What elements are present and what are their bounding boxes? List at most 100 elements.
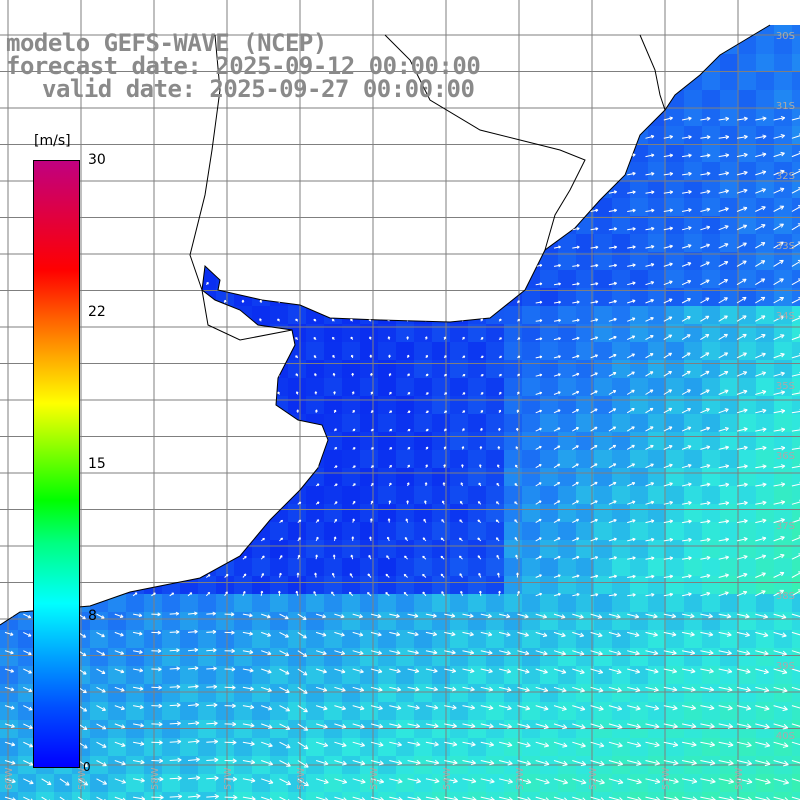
wind-arrow (626, 353, 635, 359)
wind-arrow (206, 666, 217, 671)
wind-arrow (4, 723, 15, 728)
wind-arrow (608, 650, 622, 656)
coastline-layer (0, 24, 771, 626)
wind-arrow (736, 445, 748, 451)
wind-arrow (572, 282, 580, 286)
wind-arrow (297, 135, 301, 139)
wind-arrow (590, 336, 599, 341)
wind-arrow (352, 796, 366, 800)
wind-arrow (718, 243, 729, 249)
wind-arrow (151, 245, 154, 249)
wind-arrow (370, 447, 374, 450)
wind-arrow (349, 573, 354, 578)
wind-arrow (331, 572, 335, 578)
wind-arrow (334, 705, 346, 711)
wind-arrow (572, 134, 580, 139)
wind-arrow (369, 226, 372, 230)
wind-arrow (791, 278, 800, 286)
wind-arrow (131, 190, 134, 194)
wind-arrow (498, 613, 511, 619)
wind-arrow (462, 373, 466, 377)
wind-arrow (627, 190, 636, 194)
wind-arrow (718, 207, 729, 212)
wind-arrow (553, 555, 561, 560)
wind-arrow (334, 741, 347, 748)
wind-arrow (167, 372, 171, 377)
wind-arrow (443, 428, 447, 432)
wind-arrow (682, 723, 697, 729)
wind-arrow (169, 282, 173, 286)
wind-arrow (112, 117, 116, 121)
wind-arrow (168, 500, 172, 505)
wind-arrow (114, 686, 125, 692)
wind-arrow (388, 500, 392, 505)
wind-arrow (149, 500, 153, 505)
wind-arrow (352, 447, 356, 450)
wind-arrow (791, 205, 800, 212)
wind-arrow (407, 153, 410, 157)
wind-arrow (663, 298, 673, 304)
wind-arrow (462, 759, 476, 766)
wind-arrow (204, 135, 207, 139)
wind-arrow (204, 464, 208, 468)
wind-arrow (478, 263, 482, 267)
wind-arrow (736, 705, 752, 711)
wind-arrow (206, 574, 211, 578)
wind-arrow (755, 242, 766, 249)
wind-arrow (114, 554, 117, 560)
wind-arrow (590, 354, 598, 359)
wind-arrow (553, 650, 566, 656)
wind-arrow (352, 668, 364, 674)
wind-arrow (663, 759, 679, 766)
wind-arrow (350, 282, 354, 286)
wind-arrow (553, 500, 561, 505)
wind-arrow (627, 317, 636, 322)
wind-arrow (167, 171, 171, 176)
wind-arrow (113, 409, 116, 413)
wind-arrow (514, 172, 518, 176)
wind-arrow (407, 686, 420, 692)
wind-arrow (479, 281, 483, 285)
wind-arrow (407, 705, 420, 710)
wind-arrow (718, 613, 732, 619)
wind-arrow (295, 300, 299, 304)
wind-arrow (535, 208, 542, 212)
wind-arrow (572, 705, 586, 711)
wind-arrow (279, 227, 283, 231)
wind-arrow (496, 482, 500, 487)
wind-arrow (515, 116, 519, 121)
wind-arrow (462, 650, 475, 655)
wind-arrow (132, 354, 135, 359)
wind-arrow (370, 650, 382, 655)
latitude-label: 38S (776, 591, 795, 602)
wind-arrow (96, 355, 100, 359)
wind-arrow (572, 245, 580, 249)
wind-arrow (535, 373, 543, 377)
wind-arrow (608, 227, 618, 231)
wind-arrow (517, 318, 521, 322)
wind-arrow (260, 573, 264, 578)
wind-arrow (718, 778, 734, 785)
wind-arrow (20, 227, 24, 231)
wind-arrow (388, 189, 391, 194)
wind-arrow (700, 537, 711, 542)
wind-arrow (21, 171, 24, 176)
wind-arrow (331, 591, 335, 597)
wind-arrow (187, 537, 192, 542)
wind-arrow (96, 650, 106, 656)
wind-arrow (352, 154, 356, 158)
wind-arrow (590, 444, 598, 450)
wind-arrow (296, 409, 300, 413)
wind-arrow (333, 536, 337, 542)
wind-arrow (498, 705, 512, 711)
wind-arrow (590, 723, 604, 730)
wind-arrow (572, 408, 580, 414)
wind-arrow (259, 427, 263, 432)
wind-arrow (645, 537, 655, 542)
wind-arrow (151, 612, 161, 617)
wind-arrow (295, 373, 299, 377)
wind-arrow (498, 299, 502, 304)
wind-arrow (389, 447, 393, 450)
wind-arrow (700, 613, 713, 619)
